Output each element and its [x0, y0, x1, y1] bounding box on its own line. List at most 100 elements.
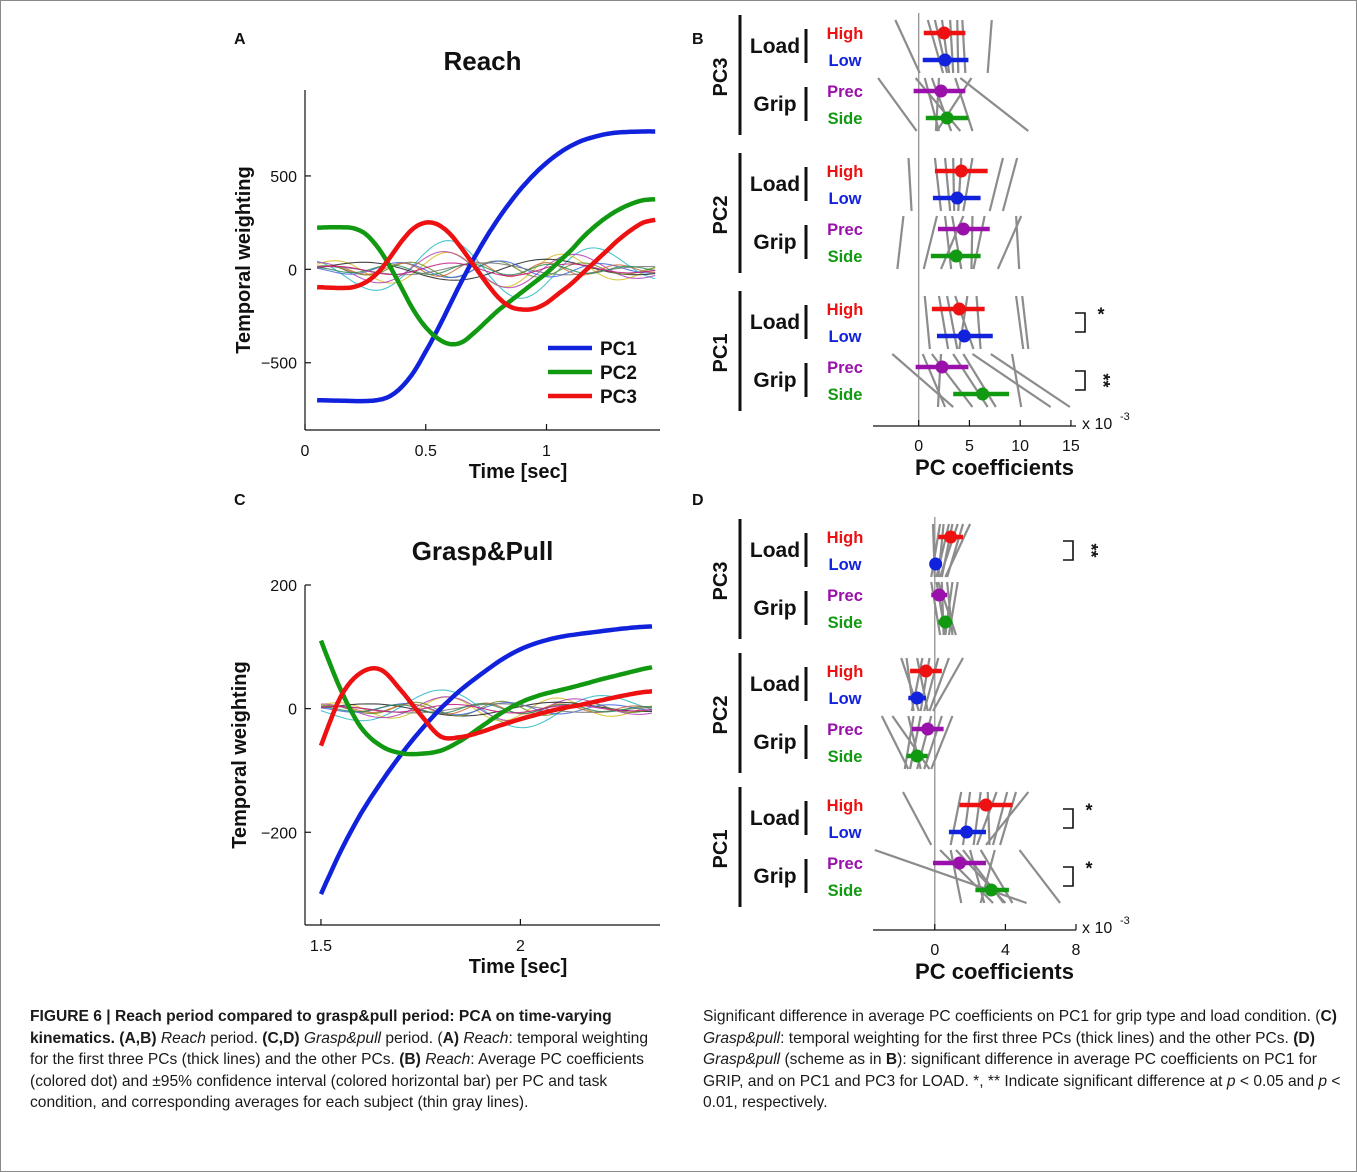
- x-axis-label: PC coefficients: [915, 959, 1074, 984]
- subject-line: [954, 77, 974, 132]
- other-pc-line: [320, 703, 653, 714]
- y-axis-label: Temporal weighting: [233, 166, 255, 353]
- subject-line: [1015, 295, 1025, 350]
- panel-letter: A: [234, 31, 246, 48]
- group-label-load: Load: [750, 35, 800, 58]
- series-pc2: [318, 639, 654, 757]
- subject-line: [930, 581, 942, 636]
- mean-dot: [932, 588, 946, 602]
- group-label-grip: Grip: [753, 731, 796, 754]
- caption-segment: period. (: [381, 1029, 443, 1047]
- significance-bracket: [1075, 312, 1086, 333]
- group-label-load: Load: [750, 173, 800, 196]
- caption-segment: Grasp&pull: [703, 1029, 781, 1047]
- group-label-grip: Grip: [753, 597, 796, 620]
- x-multiplier: x 10: [1082, 920, 1112, 937]
- subject-line: [949, 791, 963, 846]
- x-multiplier: x 10: [1082, 416, 1112, 433]
- subject-line: [946, 295, 959, 350]
- x-tick-label: 1: [542, 443, 551, 460]
- condition-label-prec: Prec: [827, 855, 863, 873]
- panel-letter: C: [234, 492, 246, 509]
- caption-segment: Significant difference in average PC coe…: [703, 1008, 1321, 1025]
- subject-line: [937, 295, 950, 350]
- subject-line: [891, 353, 954, 408]
- y-tick-label: 200: [270, 578, 297, 595]
- mean-dot: [956, 222, 970, 236]
- mean-dot: [938, 53, 952, 67]
- mean-dot: [910, 691, 924, 705]
- pc-label: PC3: [710, 562, 732, 601]
- subject-line: [961, 19, 967, 74]
- mean-dot: [960, 825, 974, 839]
- condition-label-high: High: [827, 797, 864, 815]
- x-tick-label: 10: [1011, 438, 1029, 455]
- subject-line: [976, 791, 998, 846]
- subject-line: [949, 19, 955, 74]
- significance-bracket: [1063, 540, 1074, 561]
- caption-segment: Grasp&pull: [303, 1029, 382, 1047]
- subject-line: [962, 353, 997, 408]
- mean-dot: [940, 111, 954, 125]
- condition-label-low: Low: [829, 556, 862, 574]
- subject-line: [932, 657, 964, 712]
- caption-segment: C): [1320, 1008, 1337, 1025]
- x-tick-label: 5: [965, 438, 974, 455]
- subject-line: [972, 215, 986, 270]
- caption-right: Significant difference in average PC coe…: [703, 1006, 1343, 1114]
- mean-dot: [910, 749, 924, 763]
- subject-line: [923, 657, 940, 712]
- x-tick-label: 4: [1001, 942, 1010, 959]
- caption-segment: < 0.05 and: [1235, 1072, 1319, 1090]
- mean-dot: [929, 557, 943, 571]
- subject-line: [1010, 353, 1023, 408]
- x-tick-label: 0.5: [415, 443, 437, 460]
- row-labels-pc3: PC3 Load Grip High Low Prec Side: [710, 519, 863, 639]
- mean-dot: [950, 191, 964, 205]
- pc-label: PC2: [710, 196, 732, 235]
- mean-dot: [944, 530, 958, 544]
- subject-line: [956, 19, 960, 74]
- caption-segment: : temporal weighting for the first three…: [30, 1029, 649, 1069]
- mean-dot: [949, 249, 963, 263]
- subject-line: [949, 849, 963, 904]
- caption-segment: : Average PC coefficients (colored dot) …: [30, 1051, 644, 1112]
- condition-label-prec: Prec: [827, 83, 863, 101]
- subject-line: [985, 791, 1030, 846]
- condition-label-side: Side: [828, 748, 863, 766]
- caption-left: FIGURE 6 | Reach period compared to gras…: [30, 1006, 670, 1114]
- subject-line: [972, 791, 982, 846]
- condition-label-low: Low: [829, 824, 862, 842]
- mean-dot: [957, 329, 971, 343]
- condition-label-high: High: [827, 663, 864, 681]
- pc-label: PC1: [710, 830, 732, 869]
- subject-line: [943, 215, 953, 270]
- caption-segment: B: [885, 1051, 898, 1069]
- condition-label-low: Low: [829, 328, 862, 346]
- condition-label-prec: Prec: [827, 221, 863, 239]
- x-tick-label: 0: [914, 438, 923, 455]
- significance-bracket: [1075, 370, 1086, 391]
- caption-segment: Reach: [425, 1051, 471, 1069]
- y-tick-label: 0: [288, 262, 297, 279]
- caption-segment: (D): [1293, 1029, 1315, 1047]
- pc-label: PC3: [710, 58, 732, 97]
- mean-dot: [935, 360, 949, 374]
- condition-label-high: High: [827, 529, 864, 547]
- subject-line: [990, 353, 1071, 408]
- figure-label: FIGURE 6 | Reach period compared to gras…: [30, 1008, 612, 1047]
- significance-label: *: [1085, 801, 1092, 821]
- group-label-grip: Grip: [753, 93, 796, 116]
- caption-segment: period.: [205, 1029, 263, 1047]
- condition-label-low: Low: [829, 690, 862, 708]
- chart-title: Reach: [443, 46, 521, 76]
- subject-line: [996, 215, 1023, 270]
- subject-line: [923, 715, 943, 770]
- condition-label-low: Low: [829, 52, 862, 70]
- mean-dot: [921, 722, 935, 736]
- caption-segment: p: [1226, 1072, 1236, 1090]
- other-pc-line: [320, 700, 653, 717]
- subject-line: [894, 19, 921, 74]
- y-tick-label: 500: [270, 169, 297, 186]
